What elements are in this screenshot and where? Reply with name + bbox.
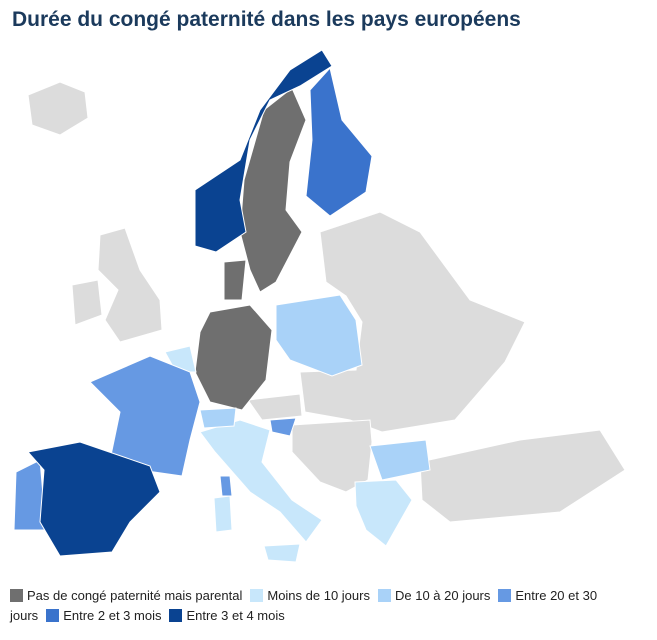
country <box>263 543 301 563</box>
country <box>269 417 297 437</box>
country <box>27 81 89 136</box>
legend-swatch <box>46 609 60 622</box>
country <box>275 294 363 377</box>
legend-label: De 10 à 20 jours <box>394 588 491 603</box>
legend-item: De 10 à 20 jours <box>377 588 491 603</box>
legend-swatch <box>250 589 264 602</box>
legend: Pas de congé paternité mais parental Moin… <box>10 586 610 626</box>
legend-item: Entre 2 et 3 mois <box>46 608 161 623</box>
country <box>219 475 233 497</box>
country <box>199 419 323 543</box>
legend-item: Pas de congé paternité mais parental <box>10 588 242 603</box>
legend-item: Moins de 10 jours <box>250 588 370 603</box>
country <box>223 259 247 301</box>
map <box>13 49 626 563</box>
country <box>89 355 201 477</box>
legend-swatch <box>498 589 512 602</box>
country <box>194 49 333 253</box>
legend-label: Entre 20 et 30 jours <box>10 588 598 623</box>
country <box>354 479 413 547</box>
country <box>291 419 373 493</box>
country <box>199 407 237 429</box>
legend-item: Entre 3 et 4 mois <box>169 608 285 623</box>
country <box>305 66 373 217</box>
legend-label: Moins de 10 jours <box>267 588 370 603</box>
legend-label: Entre 2 et 3 mois <box>63 608 162 623</box>
country <box>213 495 233 533</box>
country <box>71 279 103 326</box>
country <box>369 439 431 481</box>
map-title: Durée du congé paternité dans les pays e… <box>12 8 521 31</box>
legend-swatch <box>377 589 391 602</box>
legend-label: Entre 3 et 4 mois <box>186 608 285 623</box>
country <box>27 441 161 557</box>
country <box>247 393 303 421</box>
legend-swatch <box>169 609 183 622</box>
country <box>97 227 163 343</box>
country <box>239 87 307 293</box>
country <box>419 429 626 523</box>
legend-swatch <box>10 589 23 602</box>
country <box>194 304 273 411</box>
legend-item: Entre 20 et 30 jours <box>10 588 597 623</box>
legend-label: Pas de congé paternité mais parental <box>27 588 243 603</box>
